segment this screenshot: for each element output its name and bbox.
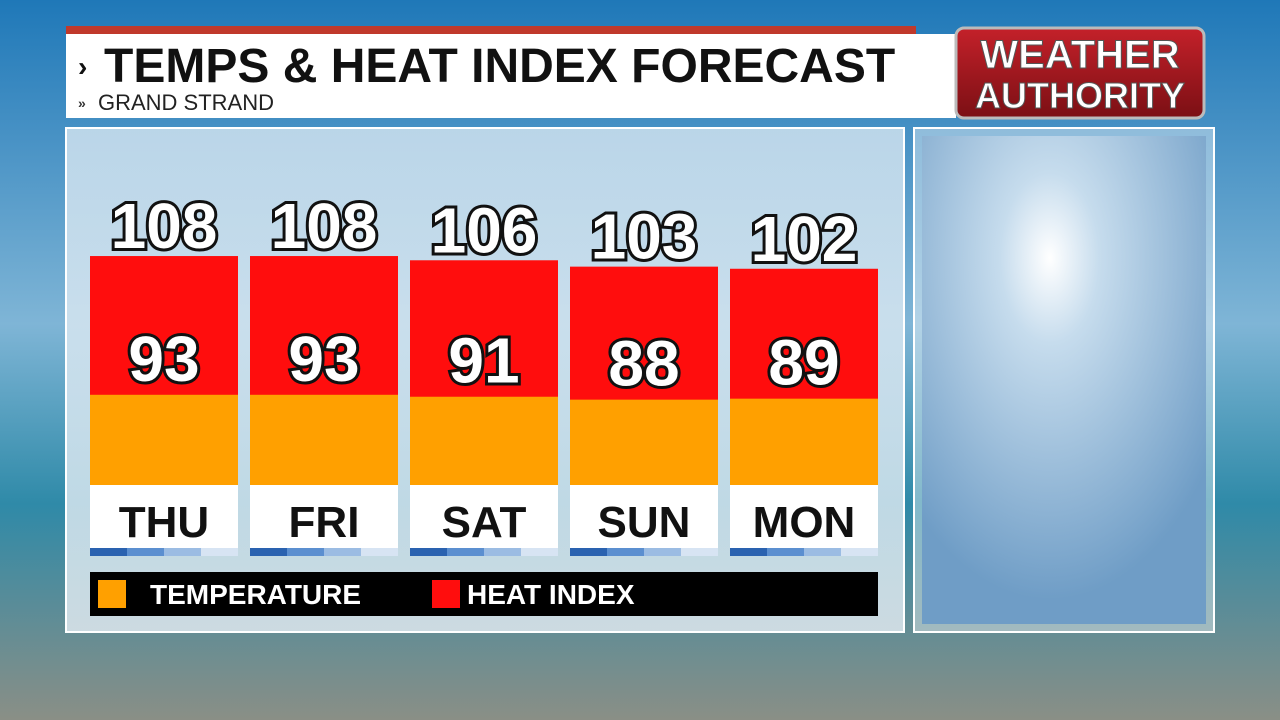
day-box: [410, 485, 558, 548]
chevron: ›: [78, 51, 87, 82]
x-tick-label: THU: [119, 498, 209, 547]
day-strip: [447, 548, 484, 556]
day-strip: [644, 548, 681, 556]
day-box: [90, 485, 238, 548]
legend-swatch: [98, 580, 126, 608]
value-label: 103: [591, 201, 698, 273]
legend: [90, 572, 878, 616]
day-strip: [570, 548, 607, 556]
logo-text: WEATHER: [980, 33, 1179, 77]
bar: [410, 396, 558, 485]
day-strip: [521, 548, 558, 556]
logo-text: AUTHORITY: [975, 75, 1185, 116]
x-tick-label: MON: [753, 498, 856, 547]
bar: [730, 398, 878, 485]
day-box: [250, 485, 398, 548]
value-label: 106: [431, 194, 538, 266]
header-bar: [66, 34, 956, 118]
legend-swatch: [432, 580, 460, 608]
day-strip: [804, 548, 841, 556]
day-strip: [361, 548, 398, 556]
day-strip: [127, 548, 164, 556]
day-strip: [164, 548, 201, 556]
bar: [90, 394, 238, 485]
title: TEMPS & HEAT INDEX FORECAST: [104, 40, 895, 93]
x-tick-label: FRI: [289, 498, 360, 547]
day-strip: [484, 548, 521, 556]
value-label: 91: [448, 325, 519, 397]
day-strip: [607, 548, 644, 556]
day-strip: [767, 548, 804, 556]
side-image: [922, 136, 1206, 624]
subtitle: GRAND STRAND: [98, 90, 274, 115]
value-label: 88: [608, 328, 679, 400]
bar: [570, 399, 718, 485]
value-label: 93: [128, 323, 199, 395]
x-tick-label: SUN: [598, 498, 691, 547]
day-strip: [250, 548, 287, 556]
day-strip: [681, 548, 718, 556]
day-box: [730, 485, 878, 548]
legend-label: TEMPERATURE: [150, 579, 361, 610]
day-strip: [410, 548, 447, 556]
value-label: 93: [288, 323, 359, 395]
chevron: »: [78, 95, 86, 111]
day-strip: [201, 548, 238, 556]
bar: [250, 394, 398, 485]
day-strip: [287, 548, 324, 556]
value-label: 89: [768, 327, 839, 399]
day-strip: [324, 548, 361, 556]
header-accent: [66, 26, 916, 34]
value-label: 102: [751, 203, 858, 275]
value-label: 108: [111, 190, 218, 262]
legend-label: HEAT INDEX: [467, 579, 635, 610]
day-strip: [841, 548, 878, 556]
day-box: [570, 485, 718, 548]
value-label: 108: [271, 190, 378, 262]
x-tick-label: SAT: [442, 498, 527, 547]
logo: [954, 26, 1206, 120]
day-strip: [90, 548, 127, 556]
day-strip: [730, 548, 767, 556]
